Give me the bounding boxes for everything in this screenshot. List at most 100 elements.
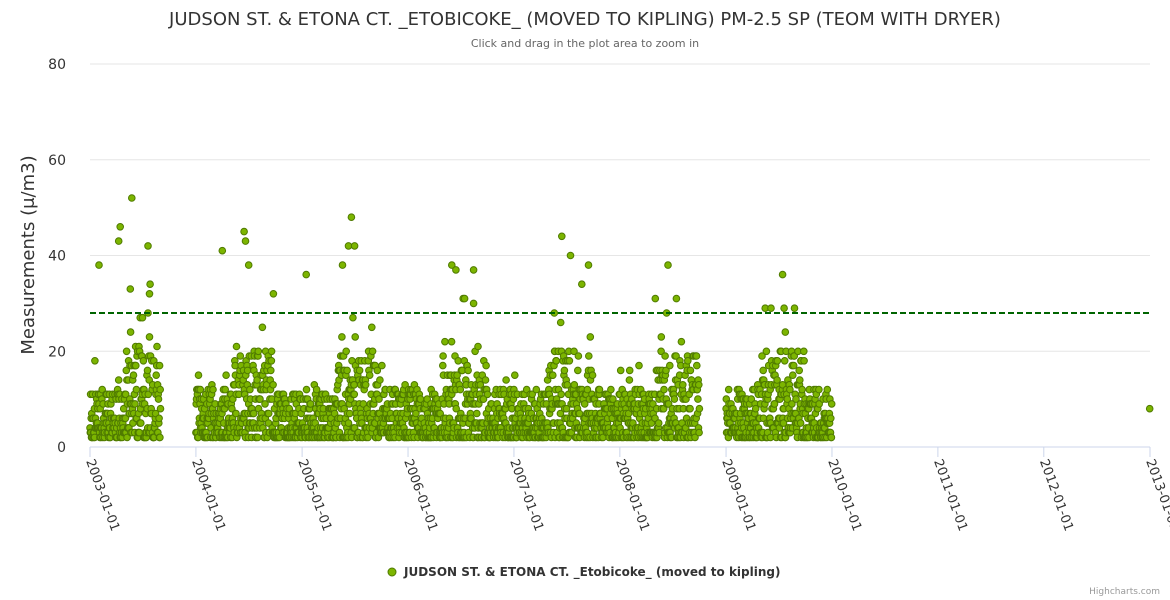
data-point[interactable] bbox=[441, 337, 449, 346]
data-point[interactable] bbox=[218, 246, 227, 255]
data-point[interactable] bbox=[684, 357, 692, 365]
data-point[interactable] bbox=[209, 385, 217, 394]
data-point[interactable] bbox=[677, 337, 686, 346]
data-point[interactable] bbox=[267, 347, 276, 356]
data-point[interactable] bbox=[373, 366, 382, 375]
data-point[interactable] bbox=[657, 347, 665, 356]
data-point[interactable] bbox=[253, 376, 261, 384]
data-point[interactable] bbox=[770, 400, 779, 408]
data-point[interactable] bbox=[447, 337, 456, 346]
data-point[interactable] bbox=[469, 266, 478, 274]
data-point[interactable] bbox=[556, 409, 565, 418]
data-point[interactable] bbox=[267, 366, 275, 375]
data-point[interactable] bbox=[439, 361, 447, 370]
data-point[interactable] bbox=[196, 385, 205, 394]
data-point[interactable] bbox=[473, 409, 481, 418]
data-point[interactable] bbox=[269, 381, 277, 389]
data-point[interactable] bbox=[565, 357, 574, 365]
data-point[interactable] bbox=[258, 323, 267, 332]
data-point[interactable] bbox=[302, 385, 311, 394]
data-point[interactable] bbox=[560, 366, 569, 375]
data-point[interactable] bbox=[439, 352, 447, 360]
data-point[interactable] bbox=[798, 385, 806, 394]
data-point[interactable] bbox=[566, 251, 575, 260]
data-point[interactable] bbox=[375, 395, 383, 403]
data-point[interactable] bbox=[474, 342, 482, 351]
data-point[interactable] bbox=[138, 313, 147, 322]
data-point[interactable] bbox=[482, 361, 490, 370]
data-point[interactable] bbox=[350, 390, 359, 399]
data-point[interactable] bbox=[267, 357, 276, 365]
data-point[interactable] bbox=[595, 385, 604, 394]
data-point[interactable] bbox=[607, 385, 615, 394]
data-point[interactable] bbox=[355, 366, 364, 375]
data-point[interactable] bbox=[342, 347, 351, 356]
data-point[interactable] bbox=[616, 366, 625, 375]
data-point[interactable] bbox=[368, 347, 377, 356]
credits-link[interactable]: Highcharts.com bbox=[1089, 587, 1160, 597]
data-point[interactable] bbox=[666, 361, 674, 370]
data-point[interactable] bbox=[670, 395, 679, 403]
data-point[interactable] bbox=[575, 409, 584, 418]
data-point[interactable] bbox=[306, 400, 315, 408]
data-point[interactable] bbox=[145, 290, 154, 298]
data-point[interactable] bbox=[651, 294, 660, 303]
data-point[interactable] bbox=[343, 366, 351, 375]
data-point[interactable] bbox=[780, 357, 789, 365]
data-point[interactable] bbox=[789, 361, 798, 370]
data-point[interactable] bbox=[460, 294, 469, 303]
data-point[interactable] bbox=[338, 261, 347, 269]
data-point[interactable] bbox=[114, 376, 123, 384]
data-point[interactable] bbox=[139, 357, 148, 365]
data-point[interactable] bbox=[194, 371, 203, 380]
data-point[interactable] bbox=[583, 385, 592, 394]
data-point[interactable] bbox=[556, 318, 565, 327]
data-point[interactable] bbox=[452, 404, 461, 413]
data-point[interactable] bbox=[483, 390, 492, 399]
data-point[interactable] bbox=[91, 357, 99, 365]
data-point[interactable] bbox=[691, 433, 699, 442]
data-point[interactable] bbox=[146, 280, 154, 289]
data-point[interactable] bbox=[479, 395, 488, 403]
data-point[interactable] bbox=[779, 419, 788, 427]
data-point[interactable] bbox=[302, 270, 311, 279]
data-point[interactable] bbox=[562, 404, 571, 413]
data-point[interactable] bbox=[672, 294, 681, 303]
data-point[interactable] bbox=[131, 400, 139, 408]
data-point[interactable] bbox=[312, 385, 321, 394]
data-point[interactable] bbox=[792, 395, 800, 403]
data-point[interactable] bbox=[122, 347, 131, 356]
data-point[interactable] bbox=[625, 366, 634, 375]
legend[interactable]: JUDSON ST. & ETONA CT. _Etobicoke_ (move… bbox=[387, 565, 780, 580]
data-point[interactable] bbox=[116, 223, 124, 231]
data-point[interactable] bbox=[1145, 404, 1154, 413]
data-point[interactable] bbox=[156, 385, 164, 394]
data-point[interactable] bbox=[368, 323, 376, 332]
data-point[interactable] bbox=[552, 357, 561, 365]
data-point[interactable] bbox=[664, 400, 673, 408]
data-point[interactable] bbox=[243, 366, 252, 375]
data-point[interactable] bbox=[246, 385, 254, 394]
data-point[interactable] bbox=[724, 385, 733, 394]
data-point[interactable] bbox=[800, 357, 808, 365]
data-point[interactable] bbox=[660, 385, 668, 394]
data-point[interactable] bbox=[780, 304, 788, 313]
data-point[interactable] bbox=[126, 328, 135, 336]
data-point[interactable] bbox=[254, 347, 263, 356]
data-point[interactable] bbox=[155, 414, 163, 423]
data-point[interactable] bbox=[153, 342, 161, 351]
data-point[interactable] bbox=[528, 390, 537, 399]
data-point[interactable] bbox=[476, 381, 485, 389]
data-point[interactable] bbox=[827, 414, 835, 423]
data-point[interactable] bbox=[253, 433, 262, 442]
data-point[interactable] bbox=[686, 404, 694, 413]
data-point[interactable] bbox=[145, 333, 154, 341]
data-point[interactable] bbox=[221, 385, 229, 394]
data-point[interactable] bbox=[788, 400, 796, 408]
data-point[interactable] bbox=[132, 385, 141, 394]
data-point[interactable] bbox=[236, 352, 245, 360]
data-point[interactable] bbox=[635, 361, 643, 370]
data-point[interactable] bbox=[695, 404, 704, 413]
data-point[interactable] bbox=[815, 385, 823, 394]
